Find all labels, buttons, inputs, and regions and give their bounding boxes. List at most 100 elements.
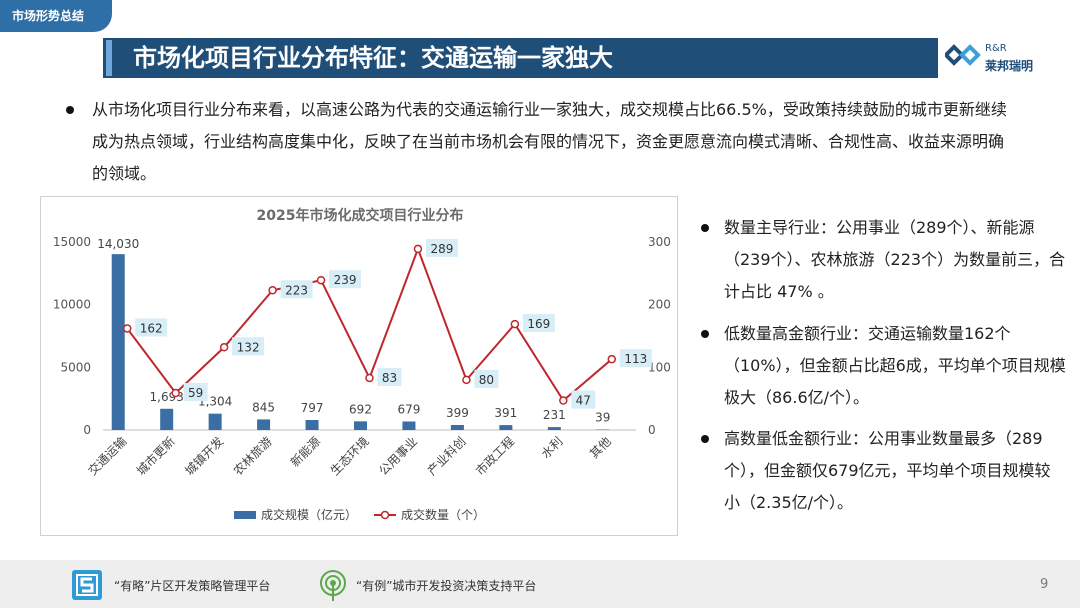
insight-2: 低数量高金额行业：交通运输数量162个（10%），但金额占比超6成，平均单个项目… <box>696 318 1066 414</box>
category-label: 城市更新 <box>133 434 178 479</box>
bullet-icon <box>701 435 709 443</box>
legend-line-label: 成交数量（个） <box>401 507 485 522</box>
line-value-label: 223 <box>285 283 308 297</box>
bar-value-label: 14,030 <box>97 237 139 251</box>
category-label: 农林旅游 <box>231 434 275 478</box>
bar-value-label: 845 <box>252 400 275 414</box>
footer: “有略”片区开发策略管理平台 “有例”城市开发投资决策支持平台 9 <box>0 560 1080 608</box>
line-point <box>219 343 229 352</box>
category-label: 城镇开发 <box>182 434 227 479</box>
line-point <box>559 396 568 405</box>
legend-line-marker <box>380 510 390 520</box>
platform-radar-icon[interactable] <box>316 568 350 602</box>
legend-bar-label: 成交规模（亿元） <box>261 507 357 522</box>
bullet-icon <box>66 106 74 114</box>
y-right-tick: 0 <box>648 423 656 437</box>
title-accent <box>106 40 112 76</box>
bar <box>257 419 271 430</box>
line-value-label: 289 <box>431 242 454 256</box>
line-point <box>462 375 471 385</box>
line-point <box>510 319 520 329</box>
bar-value-label: 692 <box>349 402 372 416</box>
y-left-tick: 15000 <box>53 235 91 249</box>
bar-value-label: 399 <box>446 406 469 420</box>
insight-3: 高数量低金额行业：公用事业数量最多（289个），但金额仅679亿元，平均单个项目… <box>696 423 1066 519</box>
logo-cn: 莱邦瑞明 <box>985 59 1034 73</box>
line-value-label: 239 <box>334 273 357 287</box>
line-value-label: 132 <box>237 340 260 354</box>
line-label-bg <box>280 280 313 299</box>
line-value-label: 80 <box>479 373 494 387</box>
y-right-tick: 300 <box>648 235 671 249</box>
line-point <box>122 324 132 333</box>
line-point <box>268 286 277 295</box>
platform-s-icon[interactable] <box>72 570 102 600</box>
line-label-bg <box>425 238 458 257</box>
bar <box>305 420 319 430</box>
bar <box>208 413 222 430</box>
category-label: 新能源 <box>287 434 323 470</box>
intro-paragraph: 从市场化项目行业分布来看，以高速公路为代表的交通运输行业一家独大，成交规模占比6… <box>66 94 1016 190</box>
line-point <box>607 354 617 364</box>
industry-chart: 2025年市场化成交项目行业分布 0 5000 10000 15000 0 100 200 30… <box>40 196 678 536</box>
line-value-label: 162 <box>140 321 163 335</box>
bar <box>402 421 416 430</box>
line-value-label: 47 <box>576 394 591 408</box>
logo-icon <box>943 44 981 66</box>
category-label: 市政工程 <box>472 434 517 479</box>
line-value-label: 169 <box>527 317 550 331</box>
page-number: 9 <box>1040 577 1049 592</box>
chart-title: 2025年市场化成交项目行业分布 <box>257 207 464 224</box>
category-label: 交通运输 <box>85 434 130 479</box>
line-point <box>413 244 423 254</box>
line-point <box>365 373 374 383</box>
category-label: 公用事业 <box>376 434 420 478</box>
insight-3-text: 高数量低金额行业：公用事业数量最多（289个），但金额仅679亿元，平均单个项目… <box>724 429 1051 512</box>
legend-bar-swatch <box>234 511 256 519</box>
line-label-bg <box>619 349 652 368</box>
y-right-tick: 100 <box>648 360 671 374</box>
logo-en: R&R <box>985 43 1007 54</box>
line-label-bg <box>377 367 402 386</box>
bar <box>354 421 367 430</box>
company-logo: R&R 莱邦瑞明 <box>943 41 1045 77</box>
y-left-tick: 0 <box>83 423 91 437</box>
line-label-bg <box>183 383 208 402</box>
platform-2-label[interactable]: “有例”城市开发投资决策支持平台 <box>356 579 537 593</box>
bar <box>499 425 513 430</box>
page-title: 市场化项目行业分布特征：交通运输一家独大 <box>103 38 938 78</box>
line-value-label: 59 <box>188 386 203 400</box>
line-label-bg <box>571 390 596 409</box>
section-tag: 市场形势总结 <box>0 0 112 32</box>
bar-value-label: 797 <box>301 401 324 415</box>
line-label-bg <box>135 318 168 337</box>
bar-value-label: 231 <box>543 408 566 422</box>
platform-1-label[interactable]: “有略”片区开发策略管理平台 <box>114 579 271 593</box>
bar <box>547 427 561 430</box>
y-right-tick: 200 <box>648 298 671 312</box>
line-label-bg <box>329 270 362 289</box>
bullet-icon <box>701 330 709 338</box>
insight-1: 数量主导行业：公用事业（289个）、新能源（239个）、农林旅游（223个）为数… <box>696 212 1066 308</box>
category-label: 生态环境 <box>327 434 372 479</box>
line-value-label: 113 <box>624 352 647 366</box>
bullet-icon <box>701 224 709 232</box>
bar <box>450 424 464 430</box>
category-label: 其他 <box>587 434 614 461</box>
insight-2-text: 低数量高金额行业：交通运输数量162个（10%），但金额占比超6成，平均单个项目… <box>724 324 1066 407</box>
bar-value-label: 679 <box>398 402 421 416</box>
line-label-bg <box>232 337 265 356</box>
line-point <box>171 388 180 398</box>
chart-svg: 2025年市场化成交项目行业分布 0 5000 10000 15000 0 100 200 30… <box>53 207 671 522</box>
bar <box>160 408 174 430</box>
bar-value-label: 39 <box>595 411 610 425</box>
bar <box>111 254 125 430</box>
y-left-tick: 10000 <box>53 298 91 312</box>
category-label: 产业科创 <box>425 434 469 478</box>
line-label-bg <box>474 369 499 388</box>
y-left-tick: 5000 <box>60 360 91 374</box>
insight-1-text: 数量主导行业：公用事业（289个）、新能源（239个）、农林旅游（223个）为数… <box>724 218 1066 301</box>
line-point <box>316 275 326 285</box>
intro-text: 从市场化项目行业分布来看，以高速公路为代表的交通运输行业一家独大，成交规模占比6… <box>92 100 1007 183</box>
line-label-bg <box>522 314 555 333</box>
